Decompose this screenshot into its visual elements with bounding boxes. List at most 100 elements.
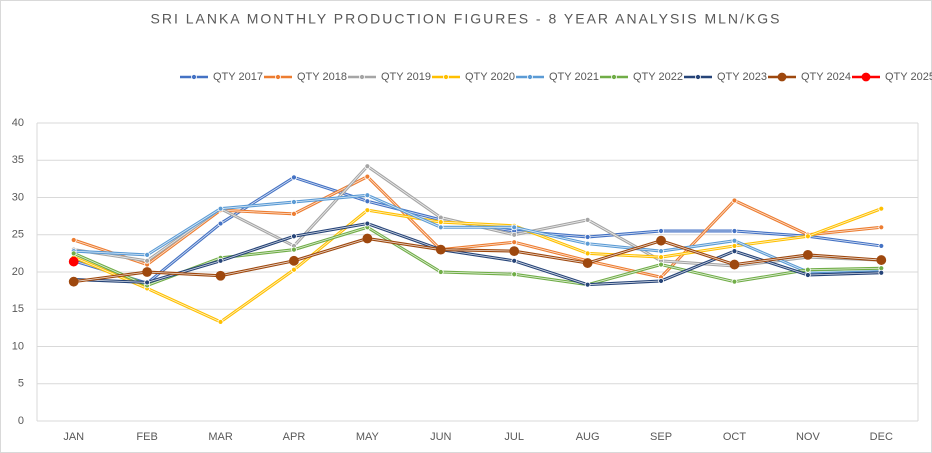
data-point [291, 233, 297, 240]
data-point [584, 281, 591, 288]
data-point [70, 237, 77, 243]
y-tick-label: 5 [18, 378, 24, 390]
legend-label: QTY 2025 [885, 71, 932, 83]
y-tick-label: 40 [12, 117, 24, 129]
x-tick-label: JAN [63, 431, 84, 443]
x-tick-label: APR [283, 431, 306, 443]
data-point [878, 224, 885, 231]
data-point [511, 231, 518, 238]
data-point [731, 197, 738, 204]
data-point [804, 266, 811, 273]
legend-label: QTY 2024 [801, 71, 851, 83]
x-tick-label: MAY [356, 431, 380, 443]
legend-label: QTY 2019 [381, 71, 431, 83]
data-point [215, 270, 226, 281]
data-point [364, 163, 371, 170]
data-point [364, 207, 371, 214]
x-tick-label: AUG [576, 431, 600, 443]
y-tick-label: 30 [12, 191, 24, 203]
x-tick-label: OCT [723, 431, 747, 443]
data-point [217, 257, 224, 264]
data-point [878, 243, 885, 249]
data-point [731, 248, 738, 255]
data-point [584, 240, 591, 247]
legend-label: QTY 2020 [465, 71, 515, 83]
legend-marker [359, 74, 365, 80]
data-point [142, 267, 153, 277]
data-point [437, 219, 444, 225]
data-point [217, 319, 224, 325]
series-line-inner [73, 226, 882, 286]
data-point [731, 228, 738, 234]
data-point [804, 272, 811, 278]
legend-label: QTY 2018 [297, 71, 347, 83]
legend-marker [191, 74, 197, 80]
data-point [658, 261, 664, 268]
data-point [731, 237, 738, 244]
x-tick-label: FEB [136, 431, 157, 443]
data-point [584, 216, 591, 223]
legend-marker [443, 74, 449, 80]
chart-title: SRI LANKA MONTHLY PRODUCTION FIGURES - 8… [151, 11, 782, 27]
data-point [437, 224, 444, 231]
data-point [731, 278, 738, 285]
legend-marker [695, 74, 701, 80]
data-point [68, 256, 79, 267]
data-point [217, 205, 224, 212]
y-tick-label: 25 [12, 229, 24, 241]
legend-label: QTY 2017 [213, 71, 263, 83]
data-point [437, 269, 444, 275]
data-point [364, 198, 371, 205]
data-point [144, 257, 151, 264]
data-point [511, 257, 518, 264]
data-point [289, 255, 299, 266]
data-point [364, 220, 371, 227]
legend-marker [527, 74, 533, 80]
data-point [144, 251, 151, 258]
data-point [364, 192, 371, 199]
data-point [584, 234, 591, 240]
data-point [217, 220, 224, 227]
x-tick-label: JUN [430, 431, 451, 443]
data-point [878, 205, 885, 212]
data-point [731, 243, 738, 249]
data-point [658, 254, 664, 261]
data-point [729, 259, 740, 270]
legend-marker [777, 72, 787, 82]
series-line-inner [73, 194, 882, 273]
data-point [511, 239, 518, 246]
data-point [656, 235, 666, 246]
series-line-inner [73, 176, 882, 278]
data-point [291, 199, 297, 205]
x-tick-label: MAR [208, 431, 233, 443]
series-line-inner [73, 238, 882, 283]
data-point [878, 269, 885, 276]
data-point [511, 271, 518, 278]
data-point [804, 233, 811, 240]
data-point [658, 248, 664, 255]
series-line-inner [73, 223, 882, 286]
x-tick-label: NOV [796, 431, 821, 443]
data-point [291, 174, 297, 181]
data-point [70, 250, 77, 257]
data-point [68, 276, 79, 287]
data-point [582, 258, 593, 268]
data-point [509, 246, 520, 257]
data-point [291, 266, 297, 273]
y-tick-label: 35 [12, 154, 24, 166]
y-tick-label: 10 [12, 340, 24, 352]
data-point [584, 250, 591, 257]
x-tick-label: JUL [504, 431, 524, 443]
legend-label: QTY 2022 [633, 71, 683, 83]
data-point [658, 228, 664, 234]
x-tick-label: DEC [870, 431, 893, 443]
data-point [291, 246, 297, 253]
x-tick-label: SEP [650, 431, 672, 443]
data-point [364, 173, 371, 180]
data-point [435, 244, 446, 255]
y-tick-label: 15 [12, 303, 24, 315]
data-point [802, 249, 813, 260]
y-tick-label: 0 [18, 415, 24, 427]
legend-marker [611, 74, 617, 80]
data-point [876, 255, 887, 265]
